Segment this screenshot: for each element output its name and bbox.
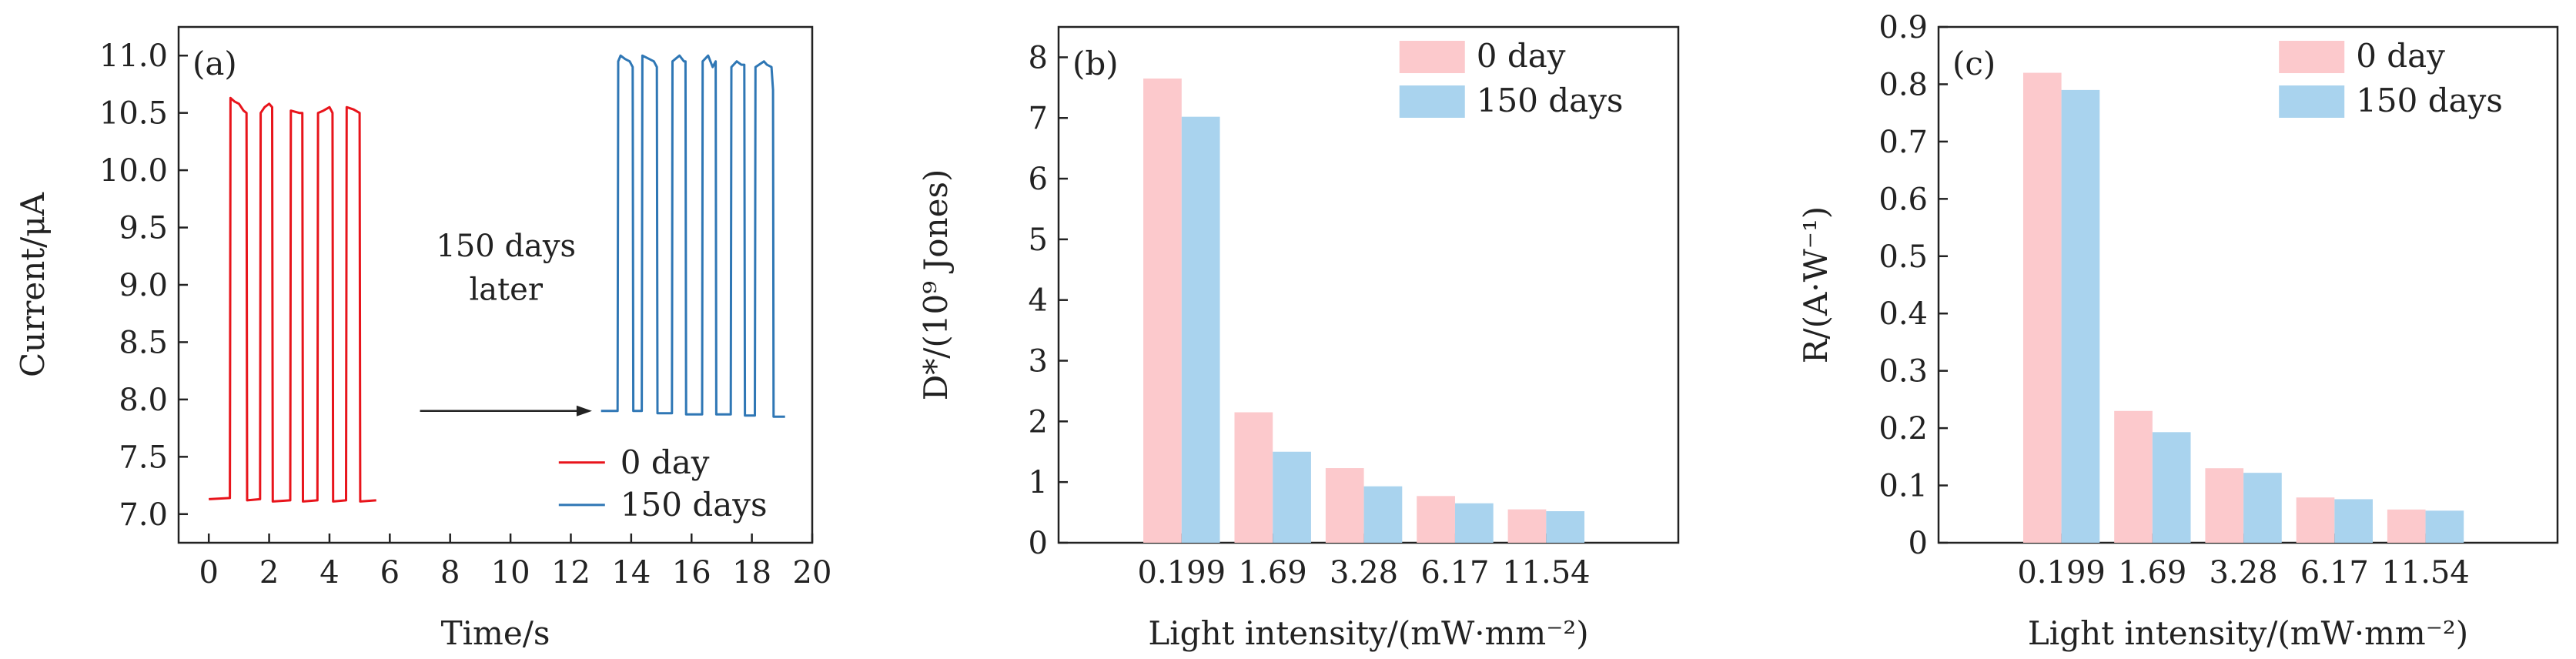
y-tick-label: 0 bbox=[1909, 526, 1928, 561]
bar-2-1 bbox=[2061, 89, 2100, 543]
y-tick-label: 8 bbox=[1029, 40, 1048, 75]
x-tick-label: 2 bbox=[259, 555, 279, 590]
panel-label: (c) bbox=[1952, 45, 1996, 82]
x-tick-label: 1.69 bbox=[1239, 555, 1307, 590]
x-tick-label: 8 bbox=[440, 555, 460, 590]
bar-1-3 bbox=[1325, 468, 1364, 543]
x-tick-label: 1.69 bbox=[2118, 555, 2186, 590]
x-axis-label: Light intensity/(mW·mm⁻²) bbox=[2028, 614, 2468, 652]
y-tick-label: 0.4 bbox=[1878, 296, 1928, 332]
y-tick-label: 6 bbox=[1029, 162, 1048, 197]
legend-label-1: 0 day bbox=[2356, 37, 2445, 75]
bar-1-2 bbox=[1234, 412, 1273, 543]
legend-swatch-2 bbox=[1399, 85, 1465, 118]
legend-label-1: 0 day bbox=[1477, 37, 1566, 75]
x-tick-label: 6.17 bbox=[1420, 555, 1489, 590]
y-tick-label: 0.9 bbox=[1878, 10, 1928, 45]
x-tick-label: 12 bbox=[551, 555, 590, 590]
x-axis-label: Time/s bbox=[441, 614, 550, 652]
y-tick-label: 11.0 bbox=[99, 38, 168, 74]
y-tick-label: 7.5 bbox=[119, 440, 168, 475]
bar-2-2 bbox=[2152, 432, 2191, 543]
x-tick-label: 6.17 bbox=[2300, 555, 2369, 590]
panel-3: 0 0.1 0.2 0.3 0.4 0.5 0.6 0.7 0.8 0.9 (c) Light int… bbox=[1797, 10, 2559, 652]
x-tick-label: 20 bbox=[793, 555, 832, 590]
y-tick-label: 9.5 bbox=[119, 211, 168, 246]
series-line-2 bbox=[601, 54, 785, 418]
bar-1-3 bbox=[2205, 468, 2244, 543]
y-tick-label: 7 bbox=[1029, 101, 1048, 136]
y-axis-label: R/(A·W⁻¹) bbox=[1797, 206, 1835, 363]
legend-swatch-1 bbox=[1399, 41, 1465, 73]
annotation-text-line1: 150 days bbox=[436, 229, 576, 264]
y-tick-label: 9.0 bbox=[119, 268, 168, 303]
legend-label-1: 0 day bbox=[621, 443, 710, 481]
x-tick-label: 11.54 bbox=[2381, 555, 2470, 590]
y-tick-label: 0.7 bbox=[1878, 125, 1928, 160]
bar-1-5 bbox=[2387, 509, 2426, 543]
y-tick-label: 8.5 bbox=[119, 325, 168, 360]
x-tick-label: 11.54 bbox=[1502, 555, 1591, 590]
bar-2-3 bbox=[2243, 473, 2282, 543]
bar-2-2 bbox=[1273, 451, 1311, 543]
bar-2-4 bbox=[2334, 499, 2373, 543]
x-tick-label: 14 bbox=[611, 555, 651, 590]
y-tick-label: 10.5 bbox=[99, 96, 168, 132]
x-tick-label: 3.28 bbox=[1330, 555, 1398, 590]
bar-2-5 bbox=[2425, 510, 2464, 543]
bar-2-4 bbox=[1454, 503, 1494, 543]
y-tick-label: 7.0 bbox=[119, 497, 168, 533]
x-tick-label: 16 bbox=[672, 555, 711, 590]
y-tick-label: 0.2 bbox=[1878, 411, 1928, 447]
annotation-arrowhead bbox=[576, 405, 592, 416]
x-tick-label: 0.199 bbox=[1138, 555, 1226, 590]
legend-label-2: 150 days bbox=[2356, 82, 2503, 119]
y-tick-label: 4 bbox=[1029, 283, 1048, 319]
y-tick-label: 10.0 bbox=[99, 153, 168, 189]
y-tick-label: 0.3 bbox=[1878, 354, 1928, 390]
bar-1-2 bbox=[2114, 410, 2153, 543]
panel-2: 0 1 2 3 4 5 6 7 8 (b) Light intensity/(mW·mm⁻²) D*/… bbox=[917, 25, 1680, 652]
bar-2-3 bbox=[1363, 486, 1403, 543]
y-tick-label: 0 bbox=[1029, 526, 1048, 561]
x-tick-label: 3.28 bbox=[2210, 555, 2278, 590]
x-tick-label: 0 bbox=[199, 555, 218, 590]
x-axis-label: Light intensity/(mW·mm⁻²) bbox=[1148, 614, 1588, 652]
x-tick-label: 6 bbox=[380, 555, 400, 590]
legend-swatch-1 bbox=[2279, 41, 2345, 73]
bar-1-5 bbox=[1507, 509, 1547, 543]
y-axis-label: Current/μA bbox=[14, 192, 52, 377]
series-line-1 bbox=[209, 96, 376, 503]
panel-label: (a) bbox=[192, 45, 237, 82]
legend-label-2: 150 days bbox=[1477, 82, 1624, 119]
x-tick-label: 0.199 bbox=[2017, 555, 2106, 590]
legend-label-2: 150 days bbox=[621, 486, 768, 524]
y-tick-label: 8.0 bbox=[119, 383, 168, 418]
y-tick-label: 0.8 bbox=[1878, 67, 1928, 102]
y-tick-label: 1 bbox=[1029, 465, 1048, 500]
y-tick-label: 5 bbox=[1029, 222, 1048, 258]
bar-2-1 bbox=[1181, 116, 1220, 544]
y-tick-label: 3 bbox=[1029, 344, 1048, 380]
x-tick-label: 18 bbox=[732, 555, 771, 590]
panel-label: (b) bbox=[1072, 45, 1119, 82]
bar-1-4 bbox=[1417, 496, 1455, 543]
y-axis-label: D*/(10⁹ Jones) bbox=[917, 169, 955, 401]
panel-1: 7.0 7.5 8.0 8.5 9.0 9.5 10.0 10.5 11.0 (a) Time/s C… bbox=[14, 25, 832, 652]
bar-1-4 bbox=[2296, 497, 2335, 543]
x-tick-label: 4 bbox=[319, 555, 339, 590]
x-tick-label: 10 bbox=[491, 555, 530, 590]
annotation-text-line2: later bbox=[469, 272, 543, 307]
bar-1-1 bbox=[2022, 72, 2062, 544]
y-tick-label: 0.5 bbox=[1878, 239, 1928, 275]
y-tick-label: 0.1 bbox=[1878, 469, 1928, 504]
legend-swatch-2 bbox=[2279, 85, 2345, 118]
y-tick-label: 2 bbox=[1029, 404, 1048, 440]
bar-2-5 bbox=[1546, 511, 1585, 543]
bar-1-1 bbox=[1143, 79, 1182, 543]
y-tick-label: 0.6 bbox=[1878, 182, 1928, 217]
